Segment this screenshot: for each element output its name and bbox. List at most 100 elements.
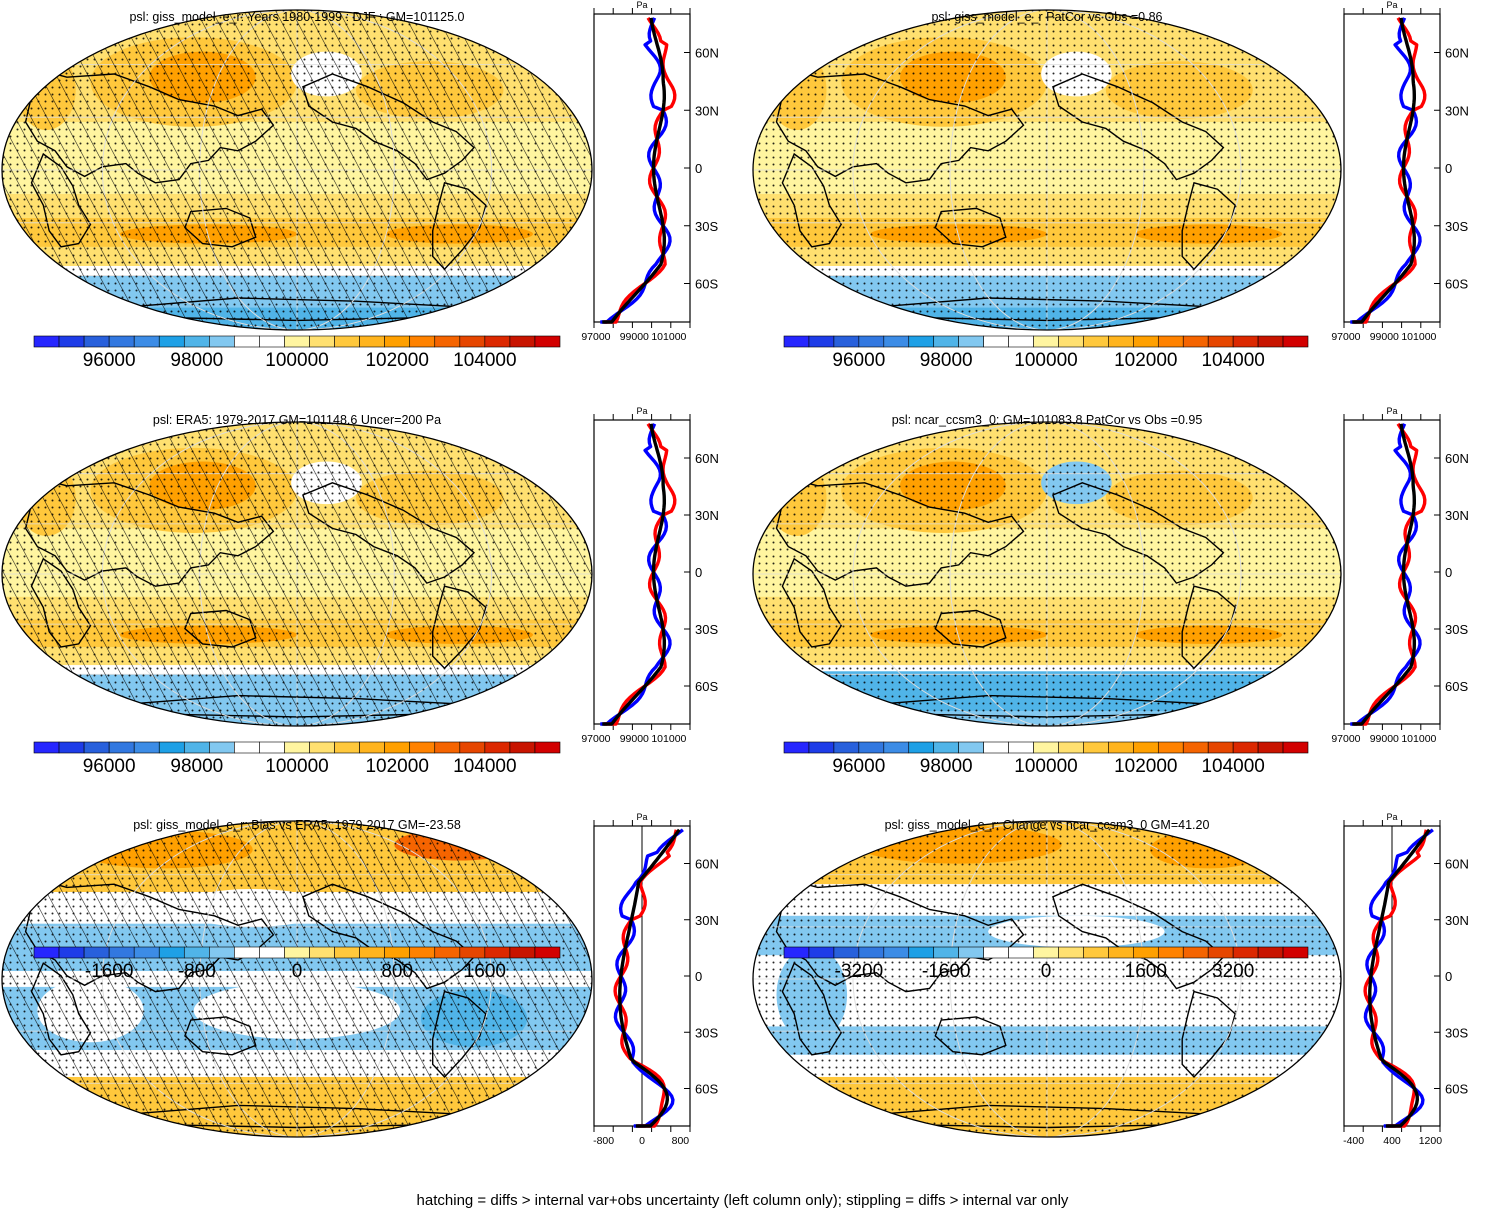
colorbar-swatch <box>1108 741 1134 754</box>
colorbar-swatch <box>459 335 486 348</box>
colorbar-swatch <box>1232 335 1259 348</box>
colorbar-swatch <box>958 741 984 754</box>
obs-line <box>618 828 681 1128</box>
colorbar-tick-label: 0 <box>1041 961 1052 982</box>
map-model-climatology <box>1 9 593 331</box>
colorbar-swatch <box>1282 946 1309 959</box>
zonal-profile-bias: 60N 30N 0 30S 60S Pa -800 0 800 <box>593 812 719 1147</box>
colorbar-swatch <box>259 946 285 959</box>
colorbar-swatch <box>783 946 810 959</box>
colorbar-tick-label: 102000 <box>365 350 428 371</box>
colorbar-ref-model: 96000 98000 100000 102000 104000 <box>783 741 1309 777</box>
lat-tick-label: 30N <box>1445 103 1469 118</box>
colorbar-swatch <box>1058 335 1084 348</box>
zonal-profile-change: 60N 30N 0 30S 60S Pa -400 400 1200 <box>1343 812 1469 1147</box>
colorbar-swatch <box>409 946 436 959</box>
zonal-profile-model-climatology: 60N 30N 0 30S 60S Pa 97000 99000 101000 <box>581 0 719 343</box>
colorbar-swatch <box>1257 946 1284 959</box>
colorbar-swatch <box>1133 335 1159 348</box>
colorbar-swatch <box>1182 946 1209 959</box>
lat-tick-label: 30S <box>695 622 718 637</box>
colorbar-swatch <box>359 335 385 348</box>
colorbar-swatch <box>108 946 135 959</box>
map-model-patcor <box>752 9 1342 331</box>
lat-tick-label: 60S <box>695 1082 718 1097</box>
colorbar-tick-label: 100000 <box>265 756 328 777</box>
lat-tick-label: 30S <box>1445 219 1468 234</box>
map-obs-era5 <box>1 421 593 727</box>
colorbar-tick-label: 100000 <box>1014 350 1077 371</box>
profile-unit: Pa <box>1386 812 1397 822</box>
colorbar-swatch <box>858 946 885 959</box>
colorbar-tick-label: 0 <box>292 961 303 982</box>
lat-tick-label: 60N <box>695 451 719 466</box>
colorbar-tick-label: 98000 <box>920 350 973 371</box>
colorbar-swatch <box>1207 741 1234 754</box>
profile-frame <box>593 13 691 323</box>
colorbar-swatch <box>509 741 536 754</box>
colorbar-swatch <box>1083 741 1109 754</box>
lat-tick-label: 60N <box>1445 46 1469 61</box>
lat-tick-label: 30S <box>695 219 718 234</box>
profile-x-tick-label: 400 <box>1383 1135 1401 1147</box>
colorbar-swatch <box>334 946 360 959</box>
colorbar-swatch <box>434 741 461 754</box>
hatching <box>2 821 592 1137</box>
colorbar-tick-label: 102000 <box>1114 350 1177 371</box>
colorbar-swatch <box>484 335 511 348</box>
profile-x-tick-label: 97000 <box>1331 733 1360 745</box>
colorbar-tick-label: 104000 <box>1201 756 1264 777</box>
profile-unit: Pa <box>636 812 647 822</box>
profile-frame <box>1343 13 1441 323</box>
colorbar-swatch <box>334 741 360 754</box>
colorbar-tick-label: 96000 <box>832 350 885 371</box>
map-outline <box>752 820 1342 1138</box>
colorbar-swatch <box>359 946 385 959</box>
colorbar-model-patcor: 96000 98000 100000 102000 104000 <box>783 335 1309 371</box>
colorbar-swatch <box>858 335 885 348</box>
colorbar-swatch <box>534 741 561 754</box>
colorbar-swatch <box>484 741 511 754</box>
colorbar-swatch <box>158 946 185 959</box>
colorbar-swatch <box>1033 741 1059 754</box>
lat-tick-label: 60S <box>1445 1082 1468 1097</box>
profile-x-tick-label: 99000 <box>620 331 649 343</box>
colorbar-swatch <box>908 741 935 754</box>
colorbar-swatch <box>209 335 235 348</box>
colorbar-tick-label: 96000 <box>832 756 885 777</box>
profile-x-tick-label: 800 <box>672 1135 690 1147</box>
lat-tick-label: 30S <box>695 1025 718 1040</box>
colorbar-swatch <box>1008 335 1034 348</box>
colorbar-tick-label: 3200 <box>1212 961 1254 982</box>
colorbar-swatch <box>1008 741 1034 754</box>
colorbar-model-climatology: 96000 98000 100000 102000 104000 <box>33 335 561 371</box>
colorbar-swatch <box>334 335 360 348</box>
colorbar-swatch <box>384 946 411 959</box>
colorbar-swatch <box>1232 741 1259 754</box>
colorbar-swatch <box>434 335 461 348</box>
colorbar-swatch <box>309 741 335 754</box>
panel-title: psl: giss_model_e_r: Years 1980-1999 : D… <box>129 10 464 24</box>
panel-title: psl: giss_model_e_r PatCor vs Obs =0.86 <box>931 10 1162 24</box>
colorbar-swatch <box>484 946 511 959</box>
colorbar-tick-label: 96000 <box>83 350 136 371</box>
profile-unit: Pa <box>636 406 647 416</box>
colorbar-swatch <box>883 335 910 348</box>
colorbar-obs-era5: 96000 98000 100000 102000 104000 <box>33 741 561 777</box>
colorbar-swatch <box>783 335 810 348</box>
colorbar-swatch <box>183 335 210 348</box>
lat-tick-label: 0 <box>695 969 702 984</box>
colorbar-swatch <box>509 946 536 959</box>
colorbar-swatch <box>183 946 210 959</box>
colorbar-tick-label: 104000 <box>453 350 516 371</box>
colorbar-swatch <box>1083 946 1109 959</box>
lat-tick-label: 0 <box>1445 161 1452 176</box>
lat-tick-label: 60N <box>1445 857 1469 872</box>
colorbar-swatch <box>983 946 1009 959</box>
profile-x-tick-label: 97000 <box>581 733 610 745</box>
colorbar-tick-label: 100000 <box>265 350 328 371</box>
colorbar-swatch <box>234 741 260 754</box>
lat-tick-label: 60N <box>695 857 719 872</box>
colorbar-swatch <box>133 335 160 348</box>
